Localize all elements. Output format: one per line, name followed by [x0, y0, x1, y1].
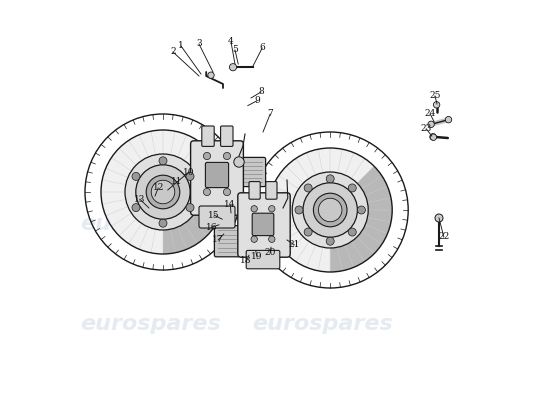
Text: 2: 2 [170, 48, 176, 56]
FancyBboxPatch shape [266, 182, 277, 199]
Circle shape [186, 172, 194, 180]
Circle shape [318, 198, 342, 222]
Circle shape [304, 184, 312, 192]
Text: 15: 15 [208, 211, 220, 220]
Circle shape [125, 154, 201, 230]
Circle shape [223, 188, 230, 196]
Circle shape [435, 214, 443, 222]
Wedge shape [330, 166, 392, 272]
Circle shape [223, 152, 230, 160]
Text: 4: 4 [228, 38, 234, 46]
Text: 22: 22 [438, 232, 449, 241]
Circle shape [314, 193, 347, 227]
Circle shape [146, 175, 180, 209]
FancyBboxPatch shape [191, 141, 244, 215]
Circle shape [159, 219, 167, 227]
Text: 3: 3 [196, 40, 202, 48]
Circle shape [132, 172, 140, 180]
Circle shape [430, 134, 437, 140]
Circle shape [132, 204, 140, 212]
Wedge shape [268, 148, 374, 272]
Text: 5: 5 [232, 46, 238, 54]
Circle shape [229, 64, 236, 71]
Circle shape [156, 192, 162, 198]
Circle shape [304, 228, 312, 236]
Circle shape [446, 116, 452, 123]
Text: 16: 16 [206, 223, 218, 232]
Text: 9: 9 [254, 96, 260, 105]
Circle shape [430, 134, 436, 140]
Text: 1: 1 [178, 42, 184, 50]
Text: 12: 12 [152, 184, 164, 192]
FancyBboxPatch shape [246, 250, 280, 269]
Text: eurospares: eurospares [81, 214, 221, 234]
Text: eurospares: eurospares [252, 214, 393, 234]
Circle shape [268, 236, 275, 242]
Circle shape [251, 236, 257, 242]
Text: eurospares: eurospares [252, 314, 393, 334]
Wedge shape [163, 148, 225, 254]
Circle shape [136, 165, 190, 219]
Text: 19: 19 [251, 252, 263, 261]
Circle shape [326, 237, 334, 245]
Circle shape [159, 157, 167, 165]
Circle shape [358, 206, 365, 214]
Text: eurospares: eurospares [81, 314, 221, 334]
Circle shape [268, 242, 274, 248]
Text: 20: 20 [265, 248, 276, 257]
Text: 13: 13 [134, 195, 146, 204]
Circle shape [251, 206, 257, 212]
Circle shape [348, 228, 356, 236]
FancyBboxPatch shape [238, 193, 290, 257]
Circle shape [303, 183, 358, 237]
Circle shape [433, 102, 440, 108]
FancyBboxPatch shape [252, 213, 274, 236]
Circle shape [159, 185, 166, 191]
FancyBboxPatch shape [205, 162, 229, 188]
Circle shape [326, 175, 334, 183]
Circle shape [295, 206, 303, 214]
Text: 25: 25 [429, 92, 441, 100]
FancyBboxPatch shape [249, 182, 260, 199]
Text: 6: 6 [260, 44, 265, 52]
Circle shape [208, 72, 214, 78]
Text: 17: 17 [212, 236, 224, 244]
Circle shape [348, 184, 356, 192]
Circle shape [234, 157, 244, 167]
FancyBboxPatch shape [221, 126, 233, 146]
Circle shape [151, 180, 175, 204]
Text: 24: 24 [425, 110, 436, 118]
Text: 10: 10 [183, 168, 195, 176]
Circle shape [268, 206, 275, 212]
Circle shape [204, 188, 211, 196]
Circle shape [186, 204, 194, 212]
Circle shape [204, 152, 211, 160]
Circle shape [257, 247, 263, 253]
Text: 18: 18 [240, 256, 252, 265]
Circle shape [292, 172, 368, 248]
FancyBboxPatch shape [240, 157, 266, 186]
FancyBboxPatch shape [199, 206, 235, 228]
Wedge shape [101, 130, 207, 254]
Circle shape [428, 121, 435, 128]
FancyBboxPatch shape [214, 226, 240, 257]
Text: 21: 21 [289, 240, 300, 249]
Text: 7: 7 [267, 110, 273, 118]
FancyBboxPatch shape [202, 126, 214, 146]
Text: 8: 8 [258, 88, 264, 96]
Text: 23: 23 [421, 124, 432, 133]
Text: 14: 14 [224, 200, 236, 209]
Text: 11: 11 [171, 178, 183, 186]
